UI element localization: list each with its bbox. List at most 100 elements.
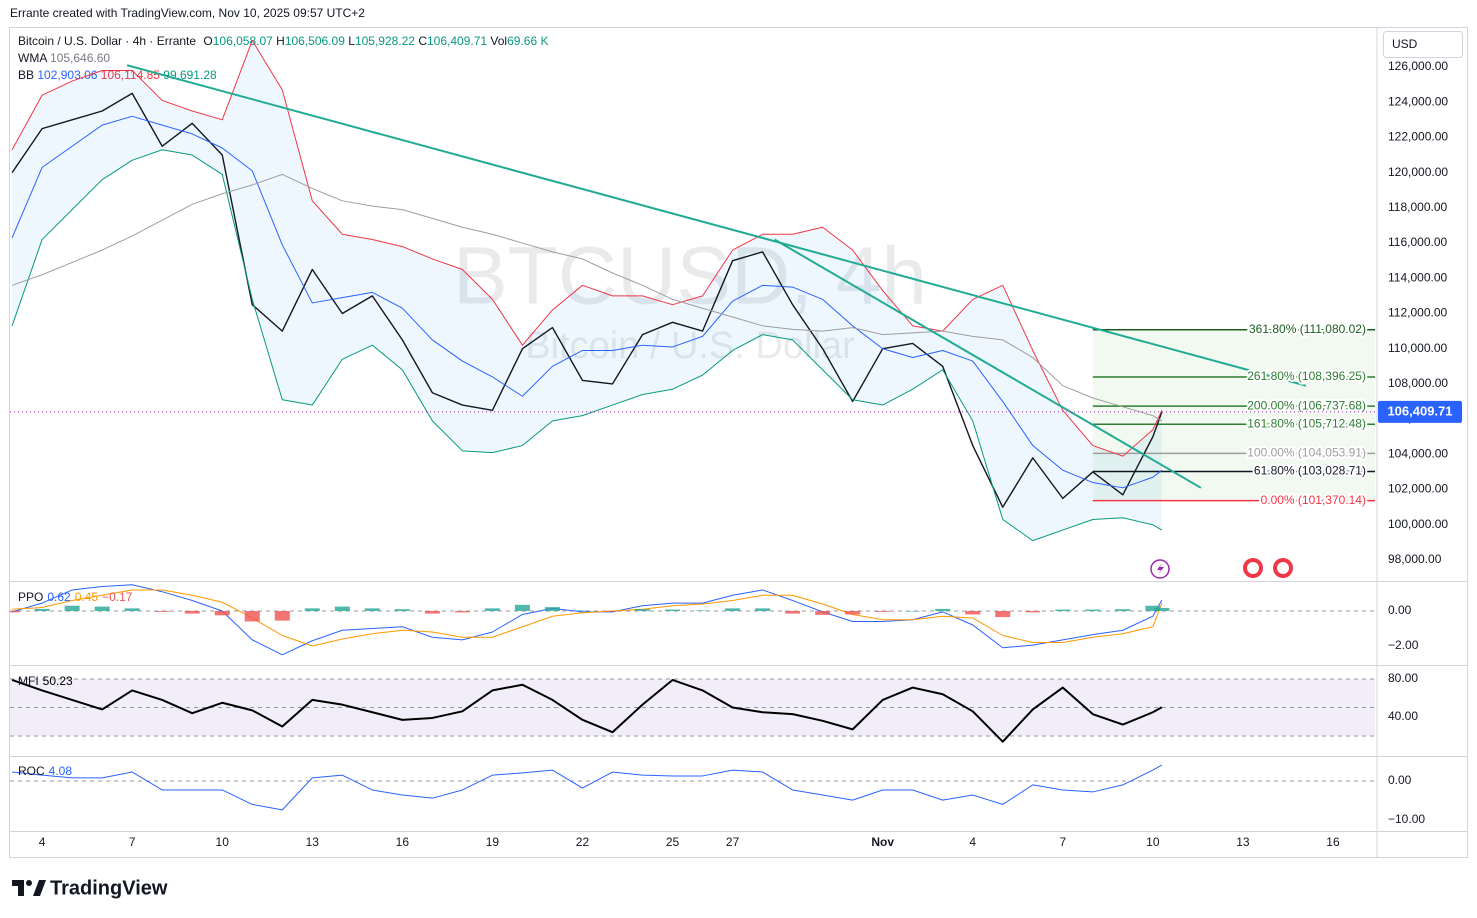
histogram-bar — [244, 610, 260, 622]
x-tick-label: 4 — [39, 835, 46, 849]
y-tick-label: 118,000.00 — [1388, 200, 1447, 214]
pane-title: MFI — [18, 674, 39, 688]
histogram-bar — [484, 608, 500, 611]
y-tick-label: 116,000.00 — [1388, 235, 1447, 249]
wma-legend: WMA 105,646.60 — [18, 51, 110, 65]
symbol: Bitcoin / U.S. Dollar · 4h · Errante — [18, 34, 196, 48]
y-tick-label: 126,000.00 — [1388, 59, 1448, 73]
histogram-bar — [785, 610, 801, 614]
histogram-bar — [1115, 609, 1131, 611]
x-tick-label: 16 — [396, 835, 410, 849]
price-tag — [1378, 400, 1462, 423]
y-tick-label: 80.00 — [1388, 671, 1418, 685]
histogram-bar — [875, 610, 891, 612]
logo-mark — [12, 880, 24, 896]
currency[interactable]: USD — [1392, 37, 1418, 51]
pane — [10, 584, 1375, 656]
pane-legend: PPO 0.62 0.45 −0.17 — [18, 590, 133, 604]
wma-value: 105,646.60 — [50, 51, 110, 65]
y-tick-label: 120,000.00 — [1388, 165, 1448, 179]
ohlc-key: H — [276, 34, 285, 48]
y-tick-label: −10.00 — [1388, 812, 1425, 826]
pane-title: ROC — [18, 764, 45, 778]
histogram-bar — [1055, 609, 1071, 611]
ohlc-value: 69.66 K — [507, 34, 548, 48]
histogram-bar — [815, 610, 831, 615]
series-line — [11, 678, 1163, 743]
pane-readout: −0.17 — [102, 590, 133, 604]
histogram-bar — [214, 610, 230, 616]
histogram-bar — [64, 605, 80, 611]
currency-button[interactable] — [1383, 31, 1463, 58]
x-tick-label: 22 — [576, 835, 590, 849]
histogram-bar — [935, 608, 951, 611]
brand: TradingView — [50, 877, 168, 899]
histogram-bar — [604, 610, 621, 612]
logo-mark — [33, 880, 46, 896]
ohlc-value: 105,928.22 — [355, 34, 415, 48]
series-line — [11, 149, 1163, 542]
x-tick-label: 19 — [486, 835, 500, 849]
pane — [11, 40, 1375, 542]
histogram-bar — [514, 604, 530, 611]
x-tick-label: 4 — [969, 835, 976, 849]
y-tick-label: −2.00 — [1388, 638, 1419, 652]
y-tick-label: 102,000.00 — [1388, 482, 1448, 496]
pane-readout: 50.23 — [43, 674, 73, 688]
histogram-bar — [1145, 605, 1161, 611]
histogram-bar — [94, 606, 110, 611]
histogram-bar — [574, 610, 590, 611]
x-tick-label: 10 — [1146, 835, 1160, 849]
y-tick-label: 40.00 — [1388, 709, 1418, 723]
event-icon-glyph — [1277, 562, 1289, 574]
series-line — [11, 40, 1163, 457]
y-tick-label: 124,000.00 — [1388, 94, 1448, 108]
watermark-sub: Bitcoin / U.S. Dollar — [525, 325, 855, 367]
y-tick-label: 104,000.00 — [1388, 447, 1448, 461]
ohlc-key: L — [348, 34, 355, 48]
symbol-legend: Bitcoin / U.S. Dollar · 4h · Errante O10… — [18, 34, 548, 48]
brand-logo — [12, 880, 46, 896]
pane-readout: 4.08 — [49, 764, 73, 778]
ohlc-value: 106,409.71 — [427, 34, 487, 48]
ohlc-key: C — [418, 34, 427, 48]
pane-readout: 0.45 — [75, 590, 99, 604]
histogram-bar — [845, 610, 861, 615]
histogram-bar — [394, 609, 410, 611]
series-line — [12, 764, 1163, 811]
trend-line — [774, 238, 1202, 489]
series-line — [11, 115, 1163, 489]
pane-readout: 0.62 — [47, 590, 71, 604]
histogram-bar — [635, 609, 651, 611]
histogram-bar — [364, 608, 380, 611]
pane-legend: ROC 4.08 — [18, 764, 72, 778]
x-tick-label: 13 — [1236, 835, 1250, 849]
histogram-bar — [454, 610, 470, 613]
bb-value: 106,114.85 — [101, 68, 160, 82]
series-line — [11, 92, 1163, 508]
pane-title: PPO — [18, 590, 43, 604]
wma-key: WMA — [18, 51, 47, 65]
logo-mark — [26, 880, 32, 886]
fib-label: 161.80% (105,712.48) — [1247, 416, 1366, 430]
histogram-bar — [10, 610, 20, 613]
histogram-bar — [1154, 607, 1170, 611]
bb-value: 99,691.28 — [163, 68, 217, 82]
histogram-bar — [424, 610, 440, 614]
series-line — [11, 173, 1163, 422]
y-tick-label: 110,000.00 — [1388, 341, 1447, 355]
price-tag-label: 106,409.71 — [1387, 403, 1452, 418]
event-icons — [1150, 558, 1293, 579]
y-tick-label: 108,000.00 — [1388, 376, 1448, 390]
histogram-bar — [184, 610, 200, 614]
bb-value: 102,903.06 — [37, 68, 97, 82]
series-line — [12, 589, 1163, 647]
histogram-bar — [1025, 610, 1041, 613]
y-tick-label: 98,000.00 — [1388, 552, 1442, 566]
bb-key: BB — [18, 68, 34, 82]
trend-line — [126, 64, 1307, 387]
ohlc-value: 106,058.07 — [213, 34, 273, 48]
